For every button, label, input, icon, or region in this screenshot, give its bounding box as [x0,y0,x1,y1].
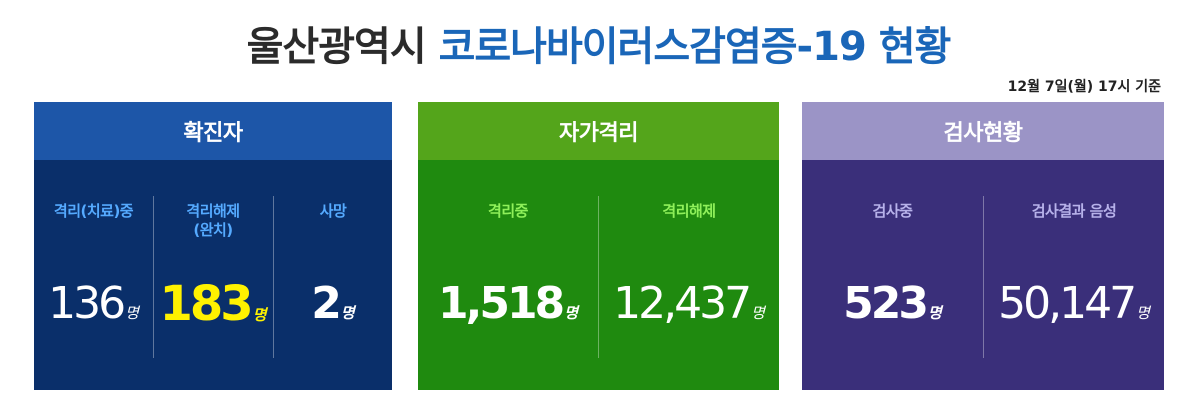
stat-unit: 명 [751,304,765,322]
stat-value-highlight: 183 명 [154,278,272,341]
stat-value: 523 명 [802,278,983,339]
stat-value: 12,437 명 [599,278,779,339]
stat-number: 50,147 [998,278,1137,329]
self-quarantine-card-body: 격리중 1,518 명 격리해제 12,437 명 [418,160,779,390]
page-title: 울산광역시 코로나바이러스감염증-19 현황 [0,14,1197,72]
self-quarantine-card: 자가격리 격리중 1,518 명 격리해제 12,437 명 [418,102,779,390]
stat-unit: 명 [928,304,942,322]
column-divider [983,196,984,358]
stat-label: 격리해제 (완치) [186,202,240,239]
testing-card-header: 검사현황 [802,102,1164,160]
stat-unit: 명 [340,304,355,322]
stat-label: 격리(치료)중 [53,202,134,220]
testing-card: 검사현황 검사중 523 명 검사결과 음성 50,147 명 [802,102,1164,390]
column-divider [598,196,599,358]
stat-number: 2 [311,278,342,329]
stat-label: 격리중 [488,202,528,220]
column-divider [273,196,274,358]
stat-number: 523 [843,278,929,329]
stat-label: 검사중 [872,202,913,220]
stat-number: 136 [48,278,126,329]
testing-card-body: 검사중 523 명 검사결과 음성 50,147 명 [802,160,1164,390]
stat-number: 183 [159,276,253,332]
stat-label: 검사결과 음성 [1031,202,1117,220]
column-divider [153,196,154,358]
title-topic: 코로나바이러스감염증-19 현황 [438,24,952,70]
stat-value: 136 명 [34,278,153,339]
stat-unit: 명 [125,304,139,322]
stat-label: 사망 [319,202,347,220]
stat-released: 격리해제 (완치) 183 명 [154,160,272,390]
stat-in-treatment: 격리(치료)중 136 명 [34,160,153,390]
stat-unit: 명 [252,306,267,324]
self-quarantine-card-header: 자가격리 [418,102,779,160]
stat-unit: 명 [564,304,578,322]
stat-testing: 검사중 523 명 [802,160,983,390]
confirmed-card-header: 확진자 [34,102,392,160]
stat-label: 격리해제 [662,202,716,220]
stat-unit: 명 [1136,304,1150,322]
stat-value: 50,147 명 [984,278,1164,339]
stat-number: 12,437 [613,278,752,329]
basis-timestamp: 12월 7일(월) 17시 기준 [1007,79,1161,95]
stat-number: 1,518 [438,278,565,329]
stat-negative: 검사결과 음성 50,147 명 [984,160,1164,390]
stat-quarantine-released: 격리해제 12,437 명 [599,160,779,390]
title-city: 울산광역시 [246,24,427,70]
stat-value: 1,518 명 [418,278,598,339]
stat-in-quarantine: 격리중 1,518 명 [418,160,598,390]
